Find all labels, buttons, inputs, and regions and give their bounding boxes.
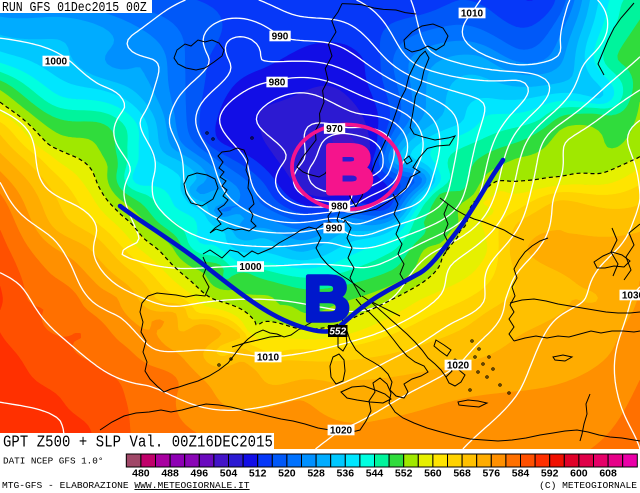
svg-text:488: 488 xyxy=(161,468,179,480)
svg-text:GPT Z500 + SLP Val. 00Z16DEC20: GPT Z500 + SLP Val. 00Z16DEC2015 xyxy=(3,432,273,449)
svg-text:552: 552 xyxy=(329,327,346,338)
svg-text:1030: 1030 xyxy=(622,291,640,302)
svg-text:1010: 1010 xyxy=(461,9,484,20)
svg-text:990: 990 xyxy=(272,32,289,43)
svg-text:592: 592 xyxy=(541,468,559,480)
svg-text:520: 520 xyxy=(278,468,296,480)
svg-text:B: B xyxy=(325,132,373,206)
svg-text:512: 512 xyxy=(249,468,267,480)
svg-text:600: 600 xyxy=(570,468,588,480)
svg-text:1000: 1000 xyxy=(239,262,262,273)
svg-text:990: 990 xyxy=(326,224,343,235)
svg-text:B: B xyxy=(304,263,350,335)
svg-text:(C) METEOGIORNALE: (C) METEOGIORNALE xyxy=(539,480,637,491)
svg-text:980: 980 xyxy=(331,202,348,213)
svg-text:560: 560 xyxy=(424,468,442,480)
svg-text:552: 552 xyxy=(395,468,413,480)
svg-text:504: 504 xyxy=(220,468,238,480)
svg-text:528: 528 xyxy=(307,468,325,480)
svg-text:480: 480 xyxy=(132,468,150,480)
svg-text:980: 980 xyxy=(269,78,286,89)
svg-text:576: 576 xyxy=(483,468,501,480)
svg-text:1020: 1020 xyxy=(447,361,470,372)
svg-text:568: 568 xyxy=(453,468,471,480)
svg-text:544: 544 xyxy=(366,468,384,480)
svg-text:1000: 1000 xyxy=(45,57,68,68)
svg-text:970: 970 xyxy=(326,124,343,135)
svg-text:496: 496 xyxy=(191,468,209,480)
svg-text:RUN GFS 01Dec2015 00Z: RUN GFS 01Dec2015 00Z xyxy=(2,0,147,15)
svg-text:584: 584 xyxy=(512,468,530,480)
svg-text:1010: 1010 xyxy=(257,353,280,364)
svg-text:MTG-GFS - ELABORAZIONE WWW.MET: MTG-GFS - ELABORAZIONE WWW.METEOGIORNALE… xyxy=(2,480,250,491)
svg-text:608: 608 xyxy=(599,468,617,480)
svg-text:1020: 1020 xyxy=(330,426,353,437)
svg-text:536: 536 xyxy=(337,468,355,480)
svg-text:DATI NCEP GFS 1.0°: DATI NCEP GFS 1.0° xyxy=(3,456,103,467)
